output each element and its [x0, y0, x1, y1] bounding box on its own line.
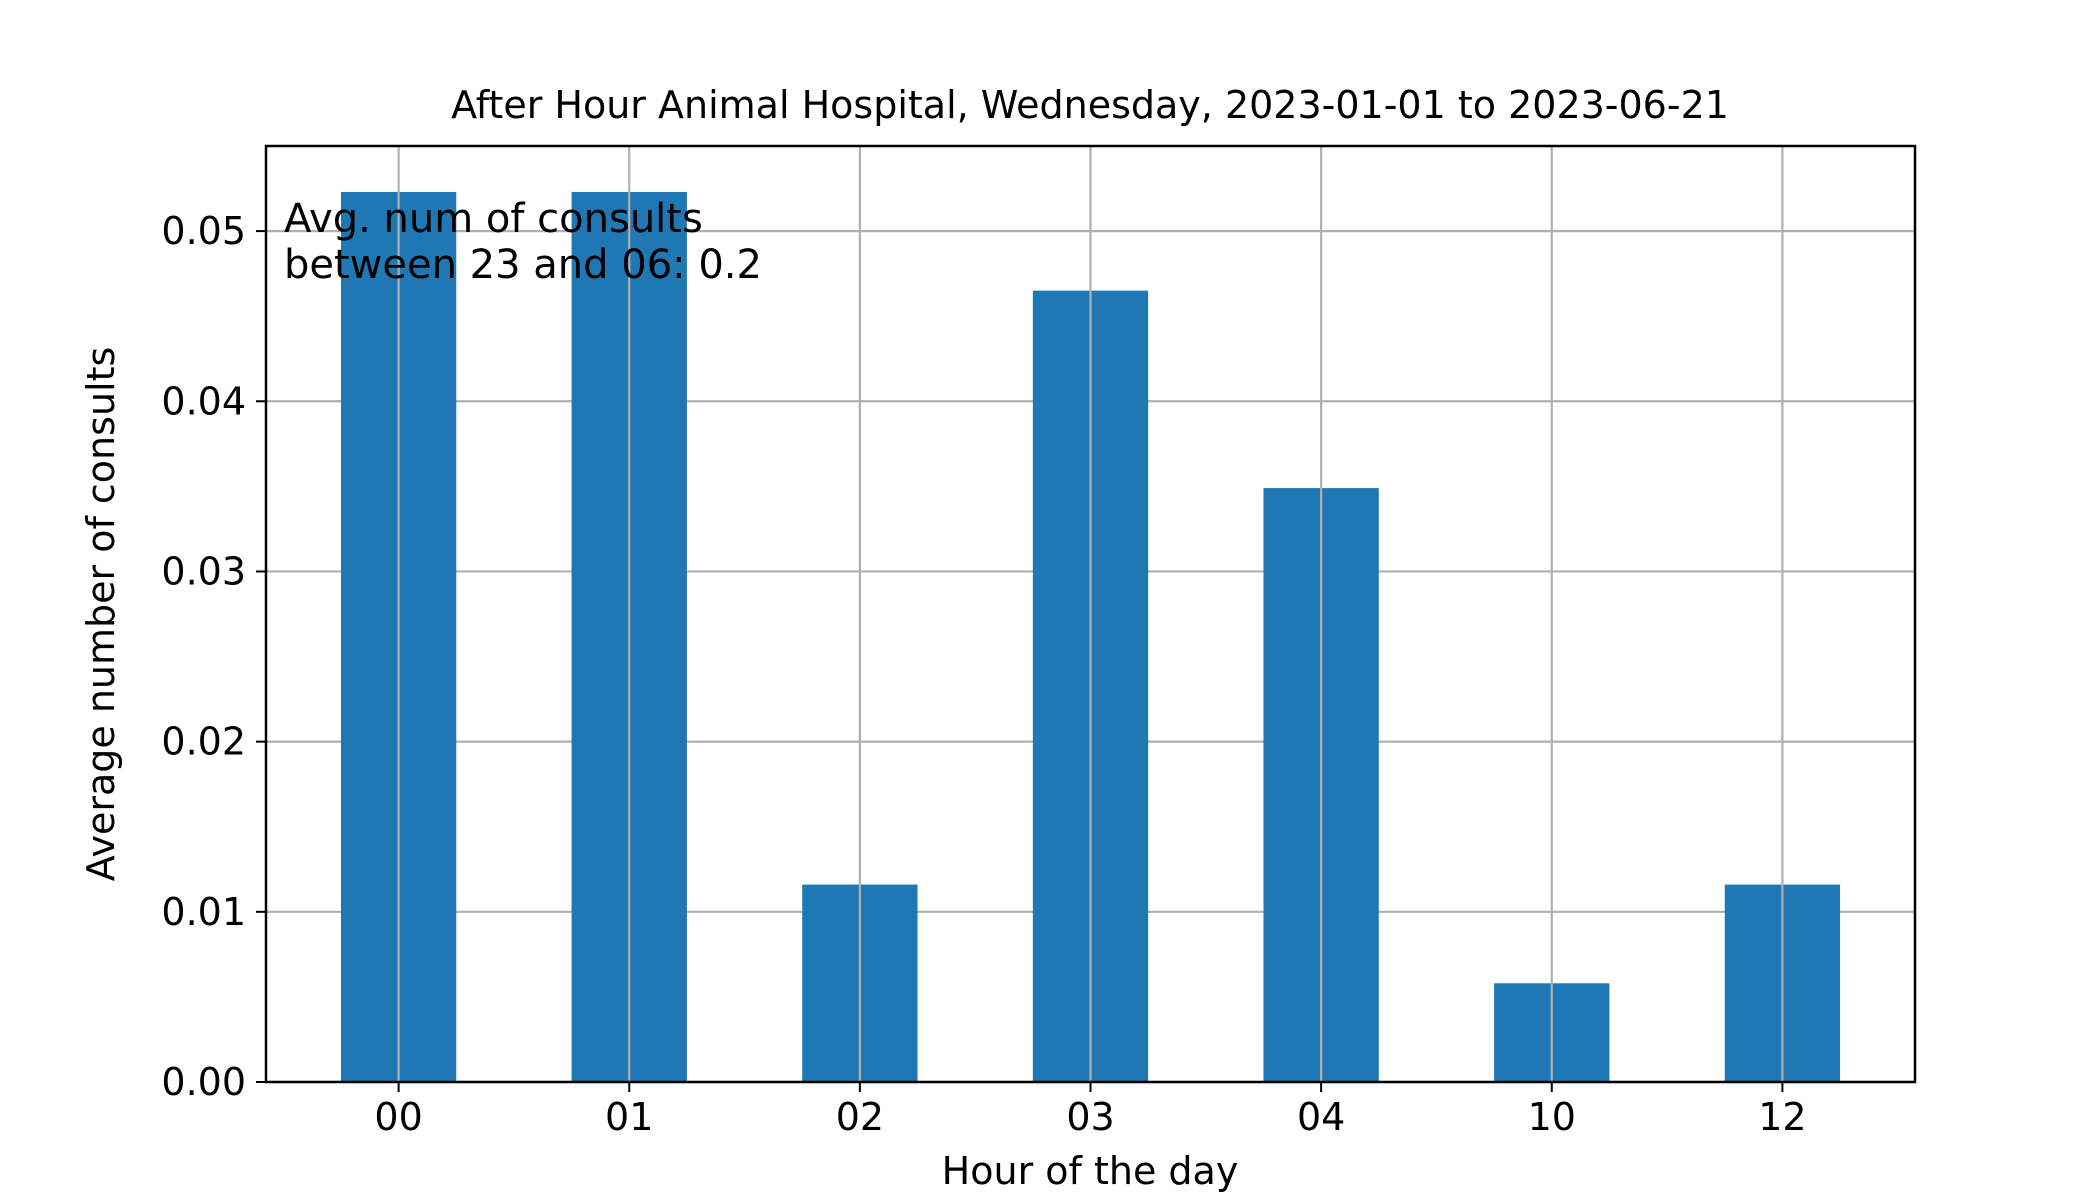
vertical-gridlines — [397, 146, 1784, 1082]
x-tick-label: 12 — [1758, 1095, 1806, 1139]
y-tick-label: 0.04 — [161, 379, 246, 423]
y-tick-label: 0.00 — [161, 1060, 246, 1104]
y-axis-ticks: 0.00 0.01 0.02 0.03 0.04 0.05 — [161, 209, 266, 1104]
x-axis-ticks: 00 01 02 03 04 10 12 — [374, 1082, 1807, 1139]
annotation-line-2: between 23 and 06: 0.2 — [284, 242, 762, 288]
x-tick-label: 03 — [1066, 1095, 1114, 1139]
x-axis-label: Hour of the day — [942, 1149, 1239, 1193]
x-tick-label: 00 — [374, 1095, 422, 1139]
x-tick-label: 01 — [605, 1095, 653, 1139]
x-tick-label: 04 — [1297, 1095, 1345, 1139]
y-axis-label: Average number of consults — [79, 347, 123, 882]
x-tick-label: 10 — [1528, 1095, 1576, 1139]
y-tick-label: 0.01 — [161, 890, 246, 934]
chart-title: After Hour Animal Hospital, Wednesday, 2… — [451, 83, 1729, 127]
y-tick-label: 0.02 — [161, 720, 246, 764]
annotation-line-1: Avg. num of consults — [284, 196, 703, 242]
x-tick-label: 02 — [836, 1095, 884, 1139]
y-tick-label: 0.03 — [161, 549, 246, 593]
y-tick-label: 0.05 — [161, 209, 246, 253]
